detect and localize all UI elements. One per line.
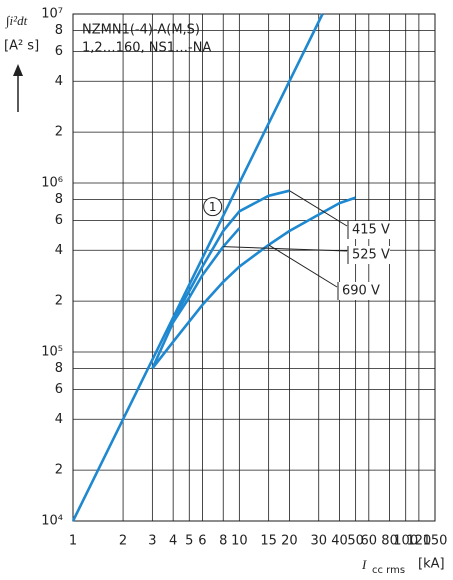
leader-line <box>289 190 348 227</box>
x-tick-label: 5 <box>185 534 193 549</box>
y-tick-label: 10⁴ <box>41 514 63 529</box>
x-tick-label: 8 <box>219 534 227 549</box>
leader-line <box>268 244 338 288</box>
y-tick-label: 2 <box>55 294 63 309</box>
x-tick-label: 4 <box>169 534 177 549</box>
label-bg <box>348 246 390 264</box>
leader-line <box>223 246 348 252</box>
series-line <box>151 227 241 369</box>
plot-border <box>72 13 436 522</box>
x-tick-label: 120 <box>406 534 431 549</box>
x-tick-label: 80 <box>381 534 398 549</box>
y-tick-label: 10⁶ <box>41 176 63 191</box>
x-tick-label: 20 <box>281 534 298 549</box>
x-tick-label: 2 <box>119 534 127 549</box>
y-tick-label: 2 <box>55 463 63 478</box>
x-tick-label: 10 <box>231 534 248 549</box>
series-label: 525 V <box>352 248 390 263</box>
x-tick-label: 100 <box>393 534 418 549</box>
label-bg <box>338 282 380 300</box>
x-tick-label: 6 <box>198 534 206 549</box>
y-tick-label: 10⁵ <box>41 345 63 360</box>
y-tick-label: 6 <box>55 382 63 397</box>
x-tick-label: 30 <box>310 534 327 549</box>
x-tick-label: 15 <box>260 534 277 549</box>
series-label: 690 V <box>342 284 380 299</box>
x-tick-label: 1 <box>69 534 77 549</box>
series-line <box>151 196 357 370</box>
x-tick-label: 60 <box>361 534 378 549</box>
x-tick-label: 50 <box>347 534 364 549</box>
y-axis-symbol: ∫i²dt <box>5 13 28 29</box>
x-axis-symbol: I <box>361 557 367 572</box>
y-tick-label: 8 <box>55 192 63 207</box>
label-bg <box>348 221 390 239</box>
y-tick-label: 6 <box>55 213 63 228</box>
x-tick-label: 150 <box>423 534 448 549</box>
y-axis-unit: [A² s] <box>4 39 39 54</box>
x-axis-unit: [kA] <box>418 557 445 572</box>
series-line <box>172 189 290 321</box>
y-tick-label: 8 <box>55 361 63 376</box>
x-tick-label: 3 <box>148 534 156 549</box>
chart-subtitle: 1,2…160, NS1…-NA <box>82 41 211 56</box>
y-tick-label: 6 <box>55 44 63 59</box>
y-tick-label: 10⁷ <box>41 7 63 22</box>
line-label-circle <box>203 197 223 217</box>
x-tick-label: 40 <box>331 534 348 549</box>
line-label: 1 <box>209 200 217 214</box>
x-axis-subscript: cc rms <box>372 565 405 576</box>
y-tick-label: 4 <box>55 243 63 258</box>
y-tick-label: 2 <box>55 125 63 140</box>
y-axis-arrowhead <box>13 64 23 76</box>
y-tick-label: 4 <box>55 74 63 89</box>
series-label: 415 V <box>352 223 390 238</box>
y-tick-label: 8 <box>55 23 63 38</box>
series-line <box>71 13 324 522</box>
y-tick-label: 4 <box>55 412 63 427</box>
